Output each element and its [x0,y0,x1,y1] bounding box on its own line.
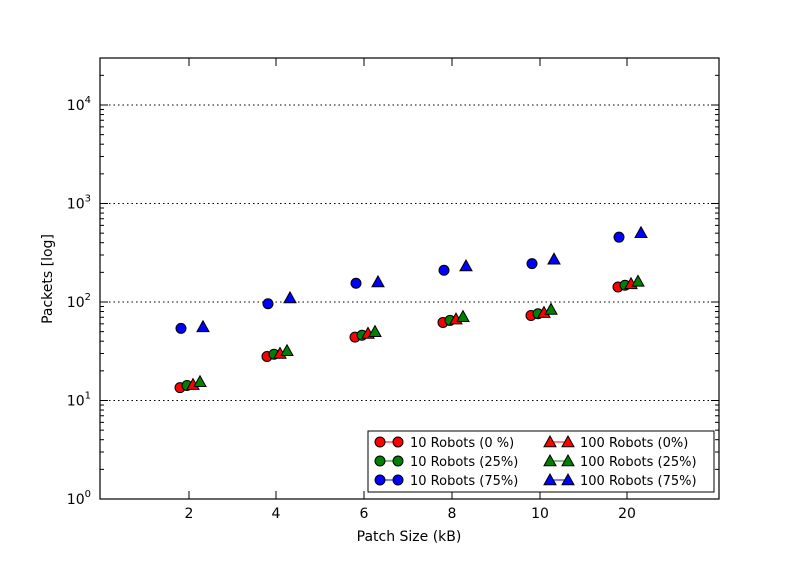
data-point [634,225,648,239]
legend-marker [374,474,386,486]
data-point [193,374,207,388]
x-tick-label: 8 [448,506,457,522]
data-point [283,290,297,304]
data-point [175,322,187,334]
legend-marker [374,455,386,467]
data-point [438,264,450,276]
legend-label: 10 Robots (25%) [410,455,518,470]
y-tick-label: 102 [67,292,91,311]
legend-label: 10 Robots (75%) [410,474,518,489]
y-tick-label: 104 [67,95,91,114]
x-axis-label: Patch Size (kB) [357,529,462,545]
data-point [526,258,538,270]
y-tick-labels: 100 101 102 103 104 [67,95,91,508]
legend-label: 100 Robots (75%) [580,474,697,489]
x-tick-label: 10 [531,506,549,522]
plot-area [99,57,720,500]
legend-marker [543,472,557,486]
tick-marks [100,57,719,500]
data-points [174,225,648,394]
data-point [262,298,274,310]
legend: 10 Robots (0 %) 10 Robots (25%) 10 Robots … [367,430,715,493]
legend-marker [392,436,404,448]
x-tick-label: 2 [185,506,194,522]
x-tick-labels: 2 4 6 8 10 20 [185,506,636,522]
grid-lines [100,104,719,401]
data-point [196,319,210,333]
legend-marker [561,453,575,467]
data-point [544,302,558,315]
x-tick-label: 6 [360,506,369,522]
legend-marker [543,453,557,467]
legend-marker [561,472,575,486]
data-point [456,309,470,322]
x-tick-label: 4 [272,506,281,522]
y-axis-label: Packets [log] [40,234,56,324]
x-tick-label: 20 [618,506,636,522]
data-point [459,258,473,272]
data-point [280,343,294,357]
data-point [368,324,382,337]
y-tick-label: 103 [67,193,91,212]
legend-label: 10 Robots (0 %) [410,436,514,451]
y-tick-label: 101 [67,390,91,409]
data-point [547,252,561,265]
legend-marker [561,434,575,448]
data-point [613,231,625,243]
data-point [631,274,645,287]
legend-marker [392,455,404,467]
legend-label: 100 Robots (0%) [580,436,688,451]
data-point [371,274,385,288]
legend-label: 100 Robots (25%) [580,455,697,470]
y-tick-label: 100 [67,489,91,508]
legend-marker [374,436,386,448]
data-point [350,277,362,289]
legend-box [367,430,715,493]
legend-marker [392,474,404,486]
legend-marker [543,434,557,448]
